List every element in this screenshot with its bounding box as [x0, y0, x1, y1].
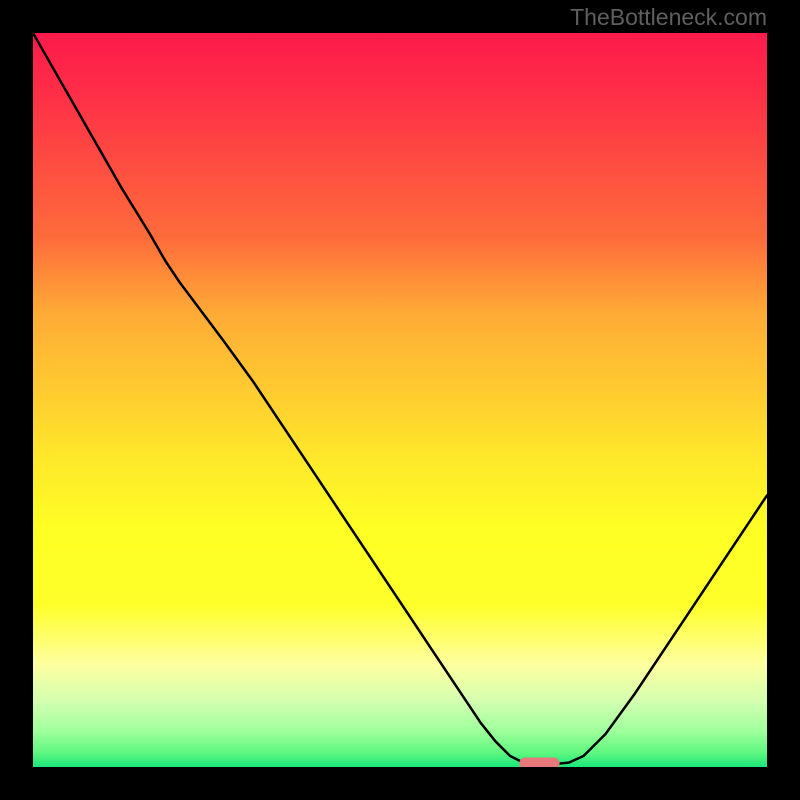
plot-area — [33, 33, 767, 767]
watermark-label: TheBottleneck.com — [570, 4, 767, 31]
bottleneck-curve-chart — [33, 33, 767, 767]
gradient-background — [33, 33, 767, 767]
chart-frame: TheBottleneck.com — [0, 0, 800, 800]
optimum-marker — [519, 757, 559, 767]
